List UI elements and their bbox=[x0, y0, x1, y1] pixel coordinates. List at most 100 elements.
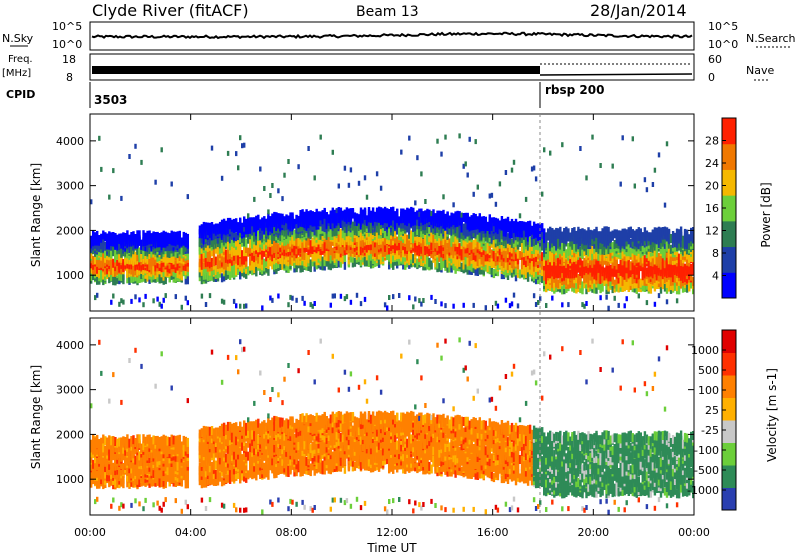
power-cell bbox=[269, 295, 272, 301]
power-cell bbox=[112, 258, 115, 268]
power-cell bbox=[275, 260, 278, 269]
power-cell bbox=[369, 231, 373, 241]
power-cell bbox=[520, 248, 524, 258]
power-cell bbox=[681, 235, 685, 245]
power-cell bbox=[152, 298, 155, 304]
power-cell bbox=[321, 210, 324, 220]
power-cell bbox=[307, 227, 310, 237]
power-cell bbox=[510, 301, 514, 307]
power-cell bbox=[524, 233, 528, 243]
nsearch-tick-top: 10^5 bbox=[708, 20, 738, 33]
power-cell bbox=[504, 218, 508, 228]
power-cell bbox=[621, 256, 624, 266]
power-cell bbox=[458, 216, 461, 226]
power-cell bbox=[408, 237, 411, 246]
power-cell bbox=[412, 254, 415, 264]
power-cell bbox=[571, 253, 574, 263]
power-cell bbox=[255, 267, 258, 277]
power-cell bbox=[90, 249, 93, 259]
power-cell bbox=[158, 274, 161, 284]
power-cell bbox=[245, 258, 248, 268]
power-cell bbox=[212, 256, 216, 265]
power-cell bbox=[390, 236, 393, 246]
power-cell bbox=[627, 283, 631, 292]
power-cell bbox=[428, 233, 431, 243]
power-cell bbox=[361, 224, 365, 234]
power-cell bbox=[688, 266, 691, 276]
freq-trace-line bbox=[539, 73, 693, 76]
power-cell bbox=[464, 212, 467, 222]
power-cell bbox=[239, 233, 242, 243]
power-cell bbox=[247, 266, 250, 276]
power-cell bbox=[136, 230, 139, 240]
power-cell bbox=[518, 269, 522, 279]
power-cell bbox=[623, 270, 626, 280]
power-cell bbox=[611, 242, 614, 252]
power-cell bbox=[436, 259, 439, 269]
power-cell bbox=[532, 293, 536, 299]
power-cell bbox=[367, 246, 371, 256]
power-cell bbox=[597, 231, 600, 241]
power-cell bbox=[420, 234, 423, 244]
power-cell bbox=[468, 244, 471, 253]
power-cell bbox=[478, 265, 482, 275]
power-cell bbox=[150, 253, 153, 263]
power-cell bbox=[488, 244, 492, 254]
power-cell bbox=[369, 251, 373, 261]
power-cell bbox=[595, 248, 598, 258]
power-cell bbox=[396, 220, 399, 230]
power-cell bbox=[255, 227, 258, 237]
power-cell bbox=[667, 239, 671, 249]
power-cell bbox=[609, 279, 612, 289]
power-cell bbox=[651, 239, 655, 249]
power-cell bbox=[112, 247, 115, 257]
power-cell bbox=[309, 230, 312, 240]
power-cell bbox=[218, 236, 222, 246]
power-cell bbox=[331, 293, 335, 299]
power-cell bbox=[412, 304, 415, 310]
power-cell bbox=[357, 180, 361, 186]
power-cell bbox=[329, 220, 333, 230]
power-cell bbox=[627, 227, 631, 237]
power-cell bbox=[585, 257, 588, 267]
power-cell bbox=[609, 270, 612, 280]
power-cell bbox=[476, 240, 480, 250]
power-cell bbox=[541, 267, 544, 277]
power-cell bbox=[669, 234, 673, 243]
power-cell bbox=[655, 276, 659, 286]
power-cell bbox=[603, 226, 606, 236]
power-cell bbox=[142, 302, 145, 308]
power-cell bbox=[685, 245, 689, 255]
power-cell bbox=[583, 279, 586, 289]
power-cell bbox=[692, 227, 695, 236]
power-cell bbox=[424, 255, 427, 265]
power-cell bbox=[255, 215, 258, 225]
power-cell bbox=[659, 253, 663, 263]
power-cell bbox=[309, 302, 312, 308]
power-cell bbox=[673, 279, 677, 289]
power-cell bbox=[496, 225, 500, 235]
power-cell bbox=[281, 252, 284, 262]
power-cell bbox=[607, 305, 610, 311]
power-cell bbox=[210, 258, 214, 267]
power-cell bbox=[446, 245, 449, 255]
power-cell bbox=[690, 271, 693, 281]
power-cell bbox=[333, 219, 337, 229]
power-cell bbox=[232, 224, 236, 233]
power-cell bbox=[476, 225, 480, 235]
power-cell bbox=[379, 252, 383, 262]
power-cell bbox=[247, 225, 250, 234]
power-cell bbox=[166, 253, 169, 263]
power-cell bbox=[108, 256, 111, 266]
power-cell bbox=[114, 249, 117, 259]
power-cell bbox=[623, 228, 626, 238]
power-cell bbox=[363, 296, 367, 302]
power-cell bbox=[424, 210, 427, 220]
power-cell bbox=[214, 256, 218, 266]
power-cell bbox=[392, 211, 395, 221]
power-cell bbox=[216, 243, 220, 253]
power-cell bbox=[200, 244, 204, 254]
power-cell bbox=[559, 250, 562, 260]
power-cell bbox=[394, 211, 397, 221]
